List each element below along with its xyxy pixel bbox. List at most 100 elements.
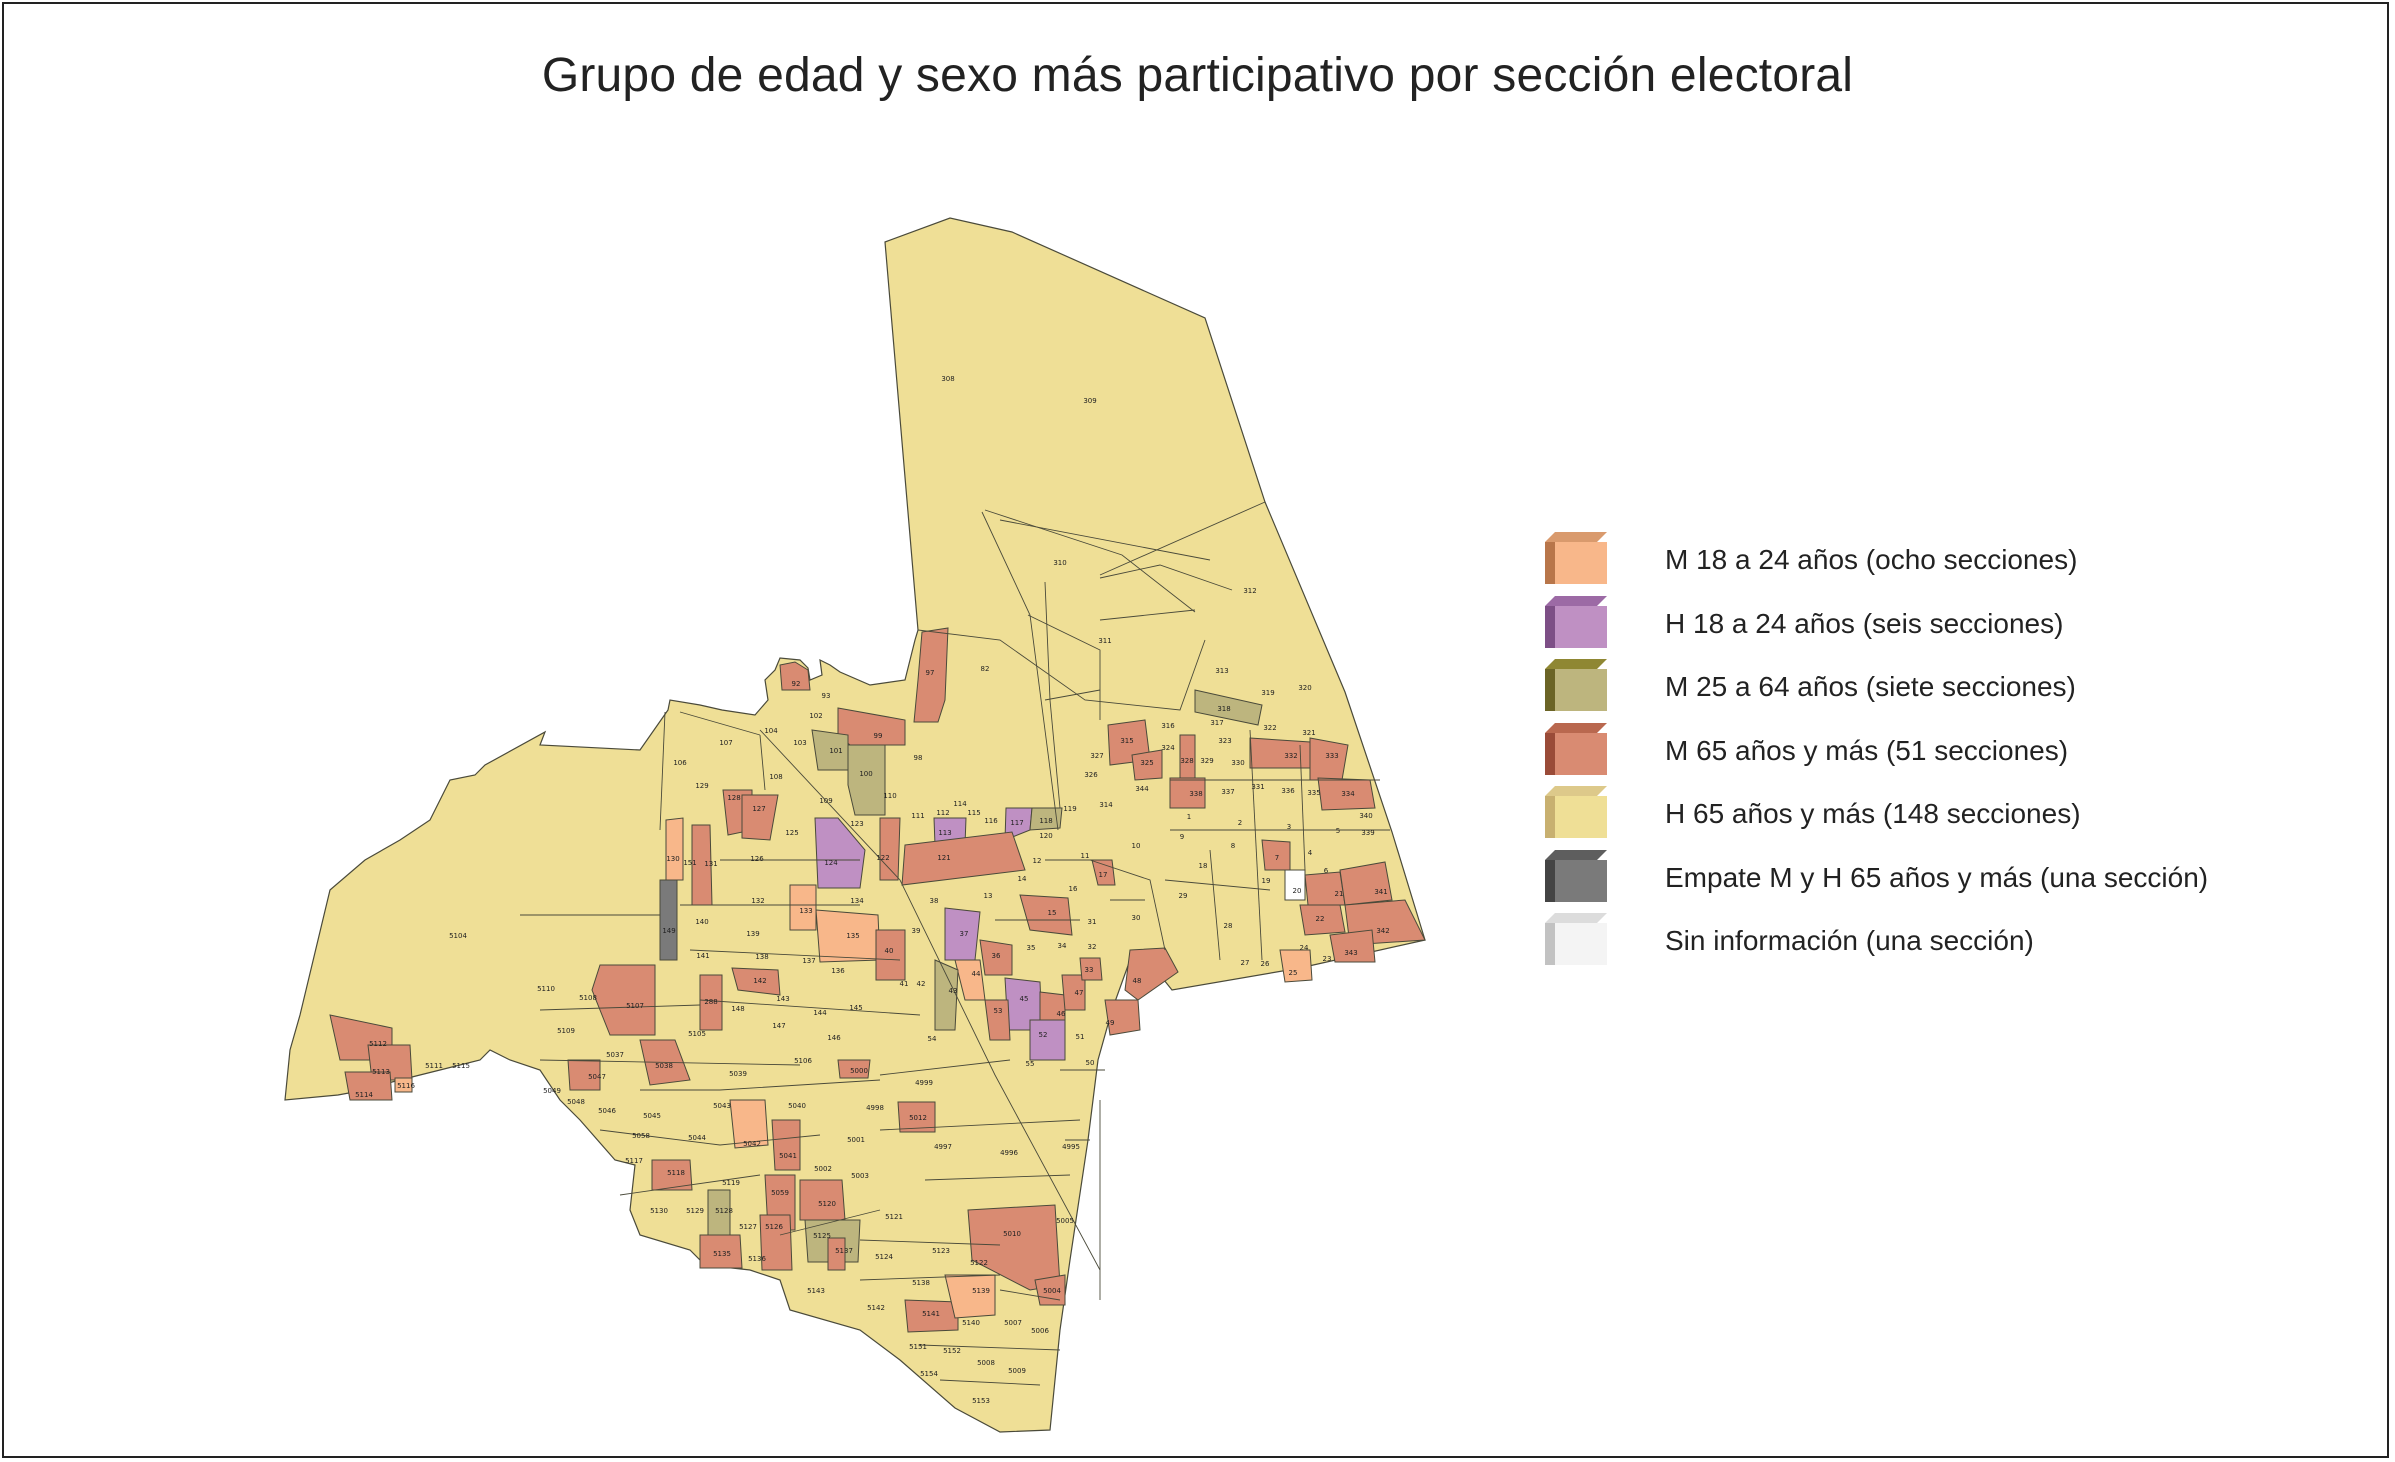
legend-item: M 18 a 24 años (ocho secciones) [1545,532,2245,588]
section-label-31: 31 [1088,918,1097,926]
section-border-line [1044,581,1061,809]
section-label-137: 137 [802,957,815,965]
section-label-317: 317 [1210,719,1223,727]
section-label-5136: 5136 [748,1255,766,1263]
section-label-108: 108 [769,773,782,781]
section-338 [1169,777,1206,809]
section-label-341: 341 [1374,888,1387,896]
section-border-line [919,1344,1061,1351]
section-130 [665,817,684,881]
section-label-15: 15 [1048,909,1057,917]
section-label-20: 20 [1293,887,1302,895]
section-border-line [1089,859,1166,951]
legend-swatch-side [1545,923,1555,965]
section-5139 [944,1274,996,1319]
section-label-333: 333 [1325,752,1338,760]
section-border-line [1099,501,1266,576]
legend-swatch-side [1545,796,1555,838]
section-label-5119: 5119 [722,1179,740,1187]
section-label-48: 48 [1133,977,1142,985]
section-label-329: 329 [1200,757,1213,765]
section-border-line [599,1129,821,1146]
section-label-5012: 5012 [909,1114,927,1122]
section-label-146: 146 [827,1034,841,1042]
section-5047 [567,1059,601,1091]
section-label-343: 343 [1344,949,1357,957]
section-label-5001: 5001 [847,1136,865,1144]
section-40 [875,929,906,981]
section-label-124: 124 [824,859,838,867]
section-label-97: 97 [926,669,935,677]
legend-swatch-face [1555,796,1607,838]
section-label-5114: 5114 [355,1091,373,1099]
section-label-102: 102 [809,712,822,720]
section-label-5048: 5048 [567,1098,585,1106]
section-5141 [904,1299,959,1333]
section-label-113: 113 [938,829,951,837]
section-label-5137: 5137 [835,1247,853,1255]
legend-item: H 18 a 24 años (seis secciones) [1545,595,2245,652]
section-label-5042: 5042 [743,1140,761,1148]
section-label-21: 21 [1335,890,1344,898]
section-label-5038: 5038 [655,1062,673,1070]
section-label-30: 30 [1132,914,1141,922]
section-25 [1279,949,1313,983]
section-label-126: 126 [750,855,764,863]
section-border-line [689,949,901,961]
legend-item: Empate M y H 65 años y más (una sección) [1545,849,2245,906]
section-label-51: 51 [1076,1033,1085,1041]
section-122 [879,817,901,881]
section-label-5140: 5140 [962,1319,980,1327]
section-border-line [1044,689,1101,701]
section-label-5003: 5003 [851,1172,869,1180]
section-label-143: 143 [776,995,789,1003]
section-label-42: 42 [917,980,926,988]
section-label-5039: 5039 [729,1070,747,1078]
section-label-122: 122 [876,854,889,862]
section-label-13: 13 [984,892,993,900]
section-border-line [1209,849,1221,961]
section-label-34: 34 [1058,942,1067,950]
section-label-131: 131 [704,860,717,868]
section-border-line [859,1239,1001,1246]
section-124 [814,817,866,889]
section-label-24: 24 [1300,944,1309,952]
legend-swatch [1545,595,1607,648]
section-5012 [897,1101,936,1133]
section-label-5106: 5106 [794,1057,812,1065]
section-label-149: 149 [662,927,675,935]
section-5107 [591,964,656,1036]
section-label-337: 337 [1221,788,1234,796]
section-label-25: 25 [1289,969,1298,977]
section-label-139: 139 [746,930,759,938]
section-label-5112: 5112 [369,1040,387,1048]
legend-label: Empate M y H 65 años y más (una sección) [1665,861,2209,893]
section-label-312: 312 [1243,587,1256,595]
section-border-line [984,509,1196,613]
section-22 [1299,904,1346,936]
section-label-140: 140 [695,918,708,926]
section-label-121: 121 [937,854,950,862]
section-label-5041: 5041 [779,1152,797,1160]
section-5116 [394,1077,413,1093]
legend-swatch [1545,722,1607,775]
section-label-5045: 5045 [643,1112,661,1120]
section-border-line [999,1289,1061,1301]
section-label-5116: 5116 [397,1082,415,1090]
legend-swatch [1545,786,1607,838]
legend-swatch-face [1555,923,1607,965]
section-label-144: 144 [813,1009,827,1017]
legend-item: Sin información (una sección) [1545,913,2245,969]
section-label-5044: 5044 [688,1134,706,1142]
section-label-128: 128 [727,794,740,802]
section-border-line [779,1209,881,1236]
section-5128 [707,1189,731,1236]
legend-swatch-side [1545,669,1555,711]
section-label-5109: 5109 [557,1027,575,1035]
section-label-123: 123 [850,820,863,828]
legend-label: M 65 años y más (51 secciones) [1665,734,2069,766]
section-label-26: 26 [1261,960,1270,968]
section-334 [1317,777,1376,811]
section-label-320: 320 [1298,684,1311,692]
